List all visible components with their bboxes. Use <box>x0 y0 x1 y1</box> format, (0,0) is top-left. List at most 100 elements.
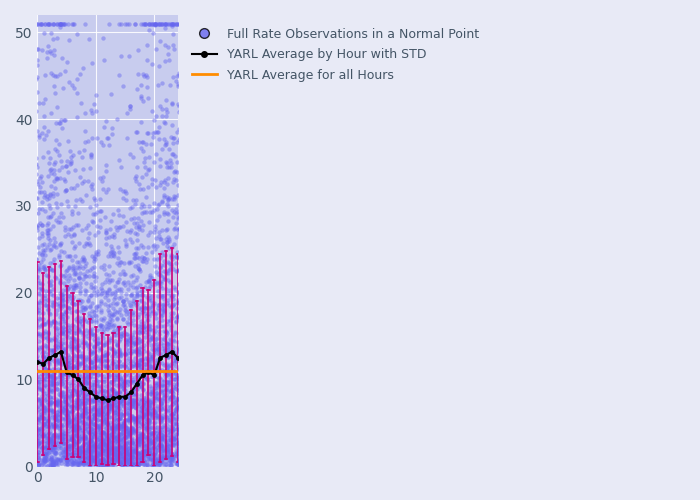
Full Rate Observations in a Normal Point <box>90 438 101 446</box>
Full Rate Observations in a Normal Point <box>149 158 160 166</box>
Full Rate Observations in a Normal Point <box>91 440 102 448</box>
Full Rate Observations in a Normal Point <box>120 189 132 197</box>
Full Rate Observations in a Normal Point <box>134 358 145 366</box>
Full Rate Observations in a Normal Point <box>56 448 67 456</box>
Full Rate Observations in a Normal Point <box>33 415 44 423</box>
Full Rate Observations in a Normal Point <box>89 342 100 350</box>
Full Rate Observations in a Normal Point <box>155 456 166 464</box>
Full Rate Observations in a Normal Point <box>34 20 46 28</box>
Full Rate Observations in a Normal Point <box>134 254 145 262</box>
Full Rate Observations in a Normal Point <box>133 424 144 432</box>
Full Rate Observations in a Normal Point <box>73 450 84 458</box>
Full Rate Observations in a Normal Point <box>65 274 76 282</box>
Full Rate Observations in a Normal Point <box>125 404 136 412</box>
Full Rate Observations in a Normal Point <box>80 390 91 398</box>
Full Rate Observations in a Normal Point <box>169 332 180 340</box>
Full Rate Observations in a Normal Point <box>74 173 85 181</box>
Full Rate Observations in a Normal Point <box>48 368 60 376</box>
Full Rate Observations in a Normal Point <box>41 440 52 448</box>
Full Rate Observations in a Normal Point <box>138 372 149 380</box>
Full Rate Observations in a Normal Point <box>41 434 52 442</box>
Full Rate Observations in a Normal Point <box>113 338 125 345</box>
Full Rate Observations in a Normal Point <box>43 448 55 456</box>
Full Rate Observations in a Normal Point <box>130 381 141 389</box>
Full Rate Observations in a Normal Point <box>56 328 67 336</box>
Full Rate Observations in a Normal Point <box>43 159 54 167</box>
Full Rate Observations in a Normal Point <box>165 453 176 461</box>
Full Rate Observations in a Normal Point <box>164 427 176 435</box>
Full Rate Observations in a Normal Point <box>67 294 78 302</box>
Full Rate Observations in a Normal Point <box>160 112 172 120</box>
Full Rate Observations in a Normal Point <box>120 356 132 364</box>
Full Rate Observations in a Normal Point <box>124 439 135 447</box>
Full Rate Observations in a Normal Point <box>46 381 57 389</box>
Full Rate Observations in a Normal Point <box>33 396 44 404</box>
Full Rate Observations in a Normal Point <box>60 274 71 282</box>
Full Rate Observations in a Normal Point <box>80 434 91 442</box>
Full Rate Observations in a Normal Point <box>41 403 52 411</box>
Full Rate Observations in a Normal Point <box>89 337 100 345</box>
Full Rate Observations in a Normal Point <box>39 302 50 310</box>
Full Rate Observations in a Normal Point <box>133 225 144 233</box>
Full Rate Observations in a Normal Point <box>39 251 50 259</box>
Full Rate Observations in a Normal Point <box>144 312 155 320</box>
Full Rate Observations in a Normal Point <box>141 423 153 431</box>
Full Rate Observations in a Normal Point <box>85 436 97 444</box>
Full Rate Observations in a Normal Point <box>167 291 178 299</box>
Full Rate Observations in a Normal Point <box>83 438 94 446</box>
Full Rate Observations in a Normal Point <box>132 454 143 462</box>
Full Rate Observations in a Normal Point <box>44 376 55 384</box>
Full Rate Observations in a Normal Point <box>116 332 127 340</box>
Full Rate Observations in a Normal Point <box>136 454 147 462</box>
Full Rate Observations in a Normal Point <box>156 406 167 413</box>
Full Rate Observations in a Normal Point <box>38 430 49 438</box>
Full Rate Observations in a Normal Point <box>137 146 148 154</box>
Full Rate Observations in a Normal Point <box>168 265 179 273</box>
Full Rate Observations in a Normal Point <box>40 408 51 416</box>
Full Rate Observations in a Normal Point <box>80 374 92 382</box>
Full Rate Observations in a Normal Point <box>60 162 71 170</box>
Full Rate Observations in a Normal Point <box>130 340 141 348</box>
Full Rate Observations in a Normal Point <box>55 366 66 374</box>
Full Rate Observations in a Normal Point <box>160 446 172 454</box>
Full Rate Observations in a Normal Point <box>44 401 55 409</box>
Full Rate Observations in a Normal Point <box>172 344 183 352</box>
Full Rate Observations in a Normal Point <box>127 426 138 434</box>
Full Rate Observations in a Normal Point <box>144 327 155 335</box>
Full Rate Observations in a Normal Point <box>77 303 88 311</box>
Full Rate Observations in a Normal Point <box>134 434 146 442</box>
Full Rate Observations in a Normal Point <box>153 454 164 462</box>
Full Rate Observations in a Normal Point <box>119 438 130 446</box>
Full Rate Observations in a Normal Point <box>42 392 53 400</box>
Full Rate Observations in a Normal Point <box>134 440 145 448</box>
Full Rate Observations in a Normal Point <box>38 432 49 440</box>
Full Rate Observations in a Normal Point <box>104 449 116 457</box>
Full Rate Observations in a Normal Point <box>168 456 179 464</box>
Full Rate Observations in a Normal Point <box>71 377 83 385</box>
Full Rate Observations in a Normal Point <box>135 378 146 386</box>
Full Rate Observations in a Normal Point <box>121 134 132 142</box>
Full Rate Observations in a Normal Point <box>172 425 183 433</box>
Full Rate Observations in a Normal Point <box>118 194 129 202</box>
Full Rate Observations in a Normal Point <box>153 452 164 460</box>
Full Rate Observations in a Normal Point <box>85 427 96 435</box>
Full Rate Observations in a Normal Point <box>87 385 98 393</box>
Full Rate Observations in a Normal Point <box>92 410 104 418</box>
Full Rate Observations in a Normal Point <box>50 422 61 430</box>
Full Rate Observations in a Normal Point <box>159 20 170 28</box>
Full Rate Observations in a Normal Point <box>162 454 173 462</box>
Full Rate Observations in a Normal Point <box>40 444 51 452</box>
Full Rate Observations in a Normal Point <box>44 282 55 290</box>
Full Rate Observations in a Normal Point <box>130 20 141 28</box>
Full Rate Observations in a Normal Point <box>78 454 90 462</box>
Full Rate Observations in a Normal Point <box>62 440 74 448</box>
Full Rate Observations in a Normal Point <box>111 308 122 316</box>
Full Rate Observations in a Normal Point <box>94 344 105 352</box>
Full Rate Observations in a Normal Point <box>162 367 174 375</box>
Full Rate Observations in a Normal Point <box>35 424 46 432</box>
Full Rate Observations in a Normal Point <box>134 435 145 443</box>
Full Rate Observations in a Normal Point <box>89 390 100 398</box>
Full Rate Observations in a Normal Point <box>95 436 106 444</box>
Full Rate Observations in a Normal Point <box>34 302 45 310</box>
Full Rate Observations in a Normal Point <box>34 442 46 450</box>
